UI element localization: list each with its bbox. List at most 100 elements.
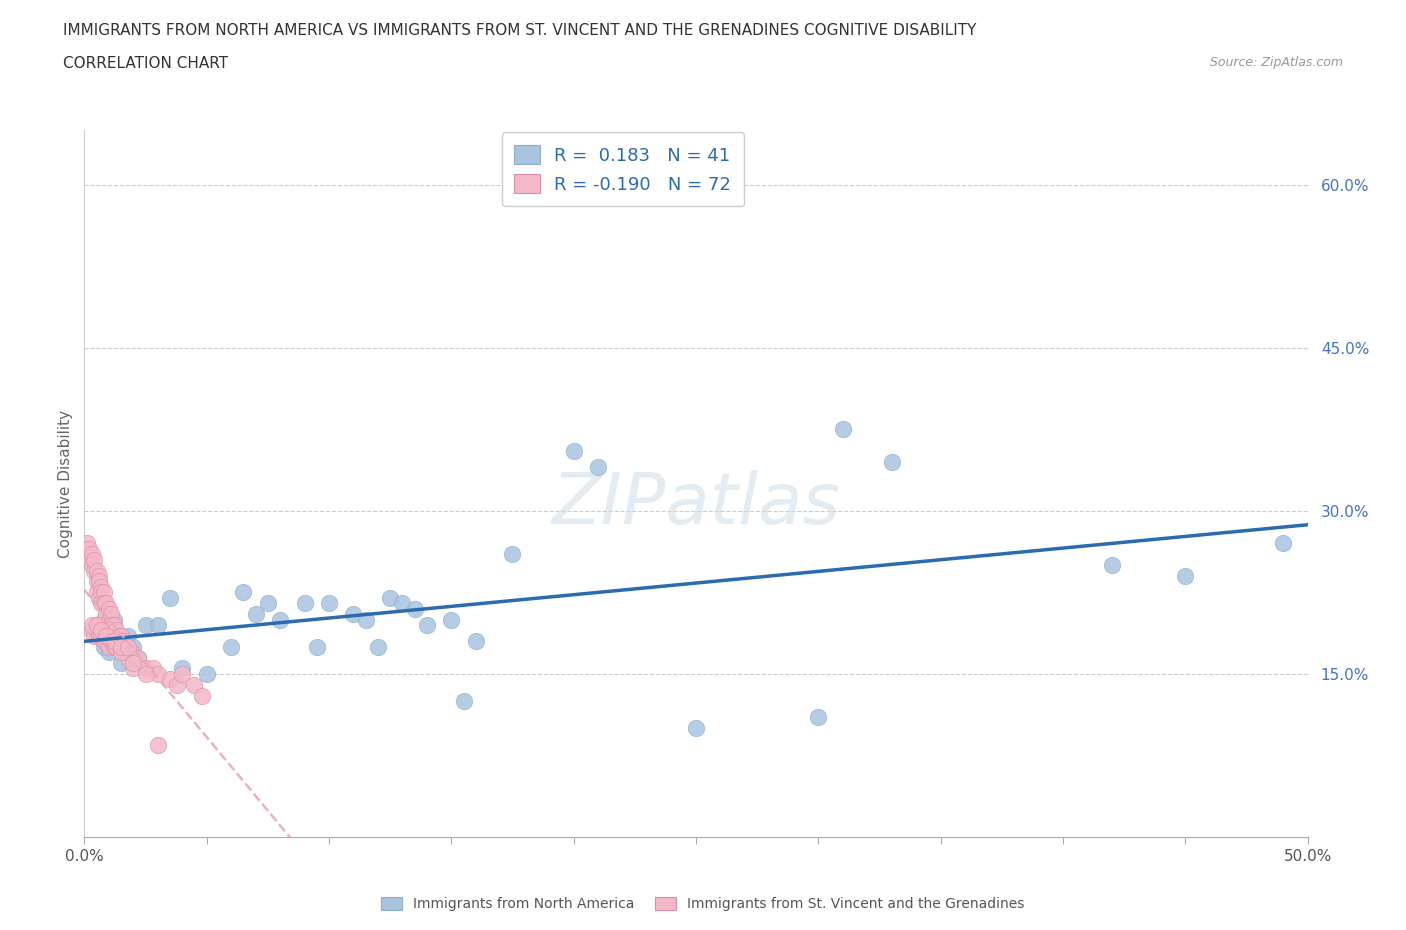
Point: [416, 618, 439, 632]
Point: [77, 552, 100, 567]
Point: [100, 634, 122, 649]
Point: [807, 710, 830, 724]
Point: [80, 547, 103, 562]
Point: [1174, 568, 1197, 583]
Point: [122, 656, 145, 671]
Point: [127, 650, 149, 665]
Point: [97, 601, 120, 616]
Point: [245, 606, 267, 621]
Point: [83, 564, 105, 578]
Point: [93, 639, 115, 654]
Point: [318, 596, 340, 611]
Point: [86, 623, 108, 638]
Point: [117, 639, 139, 654]
Point: [86, 574, 108, 589]
Legend: R =  0.183   N = 41, R = -0.190   N = 72: R = 0.183 N = 41, R = -0.190 N = 72: [502, 132, 744, 206]
Point: [97, 612, 120, 627]
Point: [90, 623, 112, 638]
Point: [97, 644, 120, 659]
Legend: Immigrants from North America, Immigrants from St. Vincent and the Grenadines: Immigrants from North America, Immigrant…: [374, 890, 1032, 919]
Point: [97, 623, 120, 638]
Point: [146, 618, 169, 632]
Point: [191, 688, 214, 703]
Point: [90, 585, 112, 600]
Point: [100, 618, 122, 632]
Point: [380, 591, 402, 605]
Point: [159, 591, 181, 605]
Point: [103, 634, 125, 649]
Point: [86, 618, 108, 632]
Point: [83, 629, 105, 644]
Point: [103, 629, 125, 644]
Point: [80, 558, 103, 573]
Point: [87, 574, 110, 589]
Point: [87, 568, 110, 583]
Point: [96, 606, 118, 621]
Point: [122, 650, 145, 665]
Point: [404, 601, 426, 616]
Point: [105, 634, 128, 649]
Point: [294, 596, 316, 611]
Point: [93, 585, 115, 600]
Point: [440, 612, 463, 627]
Point: [90, 579, 112, 594]
Point: [97, 639, 120, 654]
Point: [122, 661, 145, 676]
Point: [142, 661, 165, 676]
Point: [391, 596, 413, 611]
Point: [562, 444, 585, 458]
Point: [80, 618, 103, 632]
Point: [354, 612, 377, 627]
Point: [96, 629, 118, 644]
Point: [305, 639, 328, 654]
Point: [342, 606, 364, 621]
Point: [110, 639, 132, 654]
Point: [367, 639, 389, 654]
Point: [90, 629, 112, 644]
Point: [112, 644, 135, 659]
Point: [110, 644, 132, 659]
Y-axis label: Cognitive Disability: Cognitive Disability: [58, 409, 73, 558]
Point: [117, 629, 139, 644]
Point: [103, 639, 125, 654]
Point: [586, 459, 609, 474]
Point: [86, 564, 108, 578]
Point: [1272, 536, 1295, 551]
Point: [135, 618, 157, 632]
Text: Source: ZipAtlas.com: Source: ZipAtlas.com: [1209, 56, 1343, 69]
Point: [146, 737, 169, 752]
Point: [172, 661, 194, 676]
Point: [86, 585, 108, 600]
Point: [76, 536, 98, 551]
Point: [80, 623, 103, 638]
Point: [110, 656, 132, 671]
Point: [110, 639, 132, 654]
Point: [96, 596, 118, 611]
Point: [107, 629, 129, 644]
Point: [135, 667, 157, 682]
Point: [105, 623, 128, 638]
Point: [172, 667, 194, 682]
Point: [127, 650, 149, 665]
Point: [103, 612, 125, 627]
Point: [464, 634, 486, 649]
Text: IMMIGRANTS FROM NORTH AMERICA VS IMMIGRANTS FROM ST. VINCENT AND THE GRENADINES : IMMIGRANTS FROM NORTH AMERICA VS IMMIGRA…: [63, 23, 977, 38]
Point: [87, 591, 110, 605]
Point: [269, 612, 291, 627]
Point: [122, 639, 145, 654]
Point: [93, 612, 115, 627]
Point: [77, 541, 100, 556]
Point: [120, 644, 142, 659]
Point: [86, 618, 108, 632]
Text: CORRELATION CHART: CORRELATION CHART: [63, 56, 228, 71]
Point: [83, 552, 105, 567]
Point: [135, 661, 157, 676]
Point: [107, 639, 129, 654]
Point: [685, 721, 707, 736]
Point: [502, 547, 524, 562]
Point: [105, 639, 128, 654]
Point: [166, 677, 188, 692]
Point: [96, 634, 118, 649]
Point: [112, 634, 135, 649]
Point: [103, 618, 125, 632]
